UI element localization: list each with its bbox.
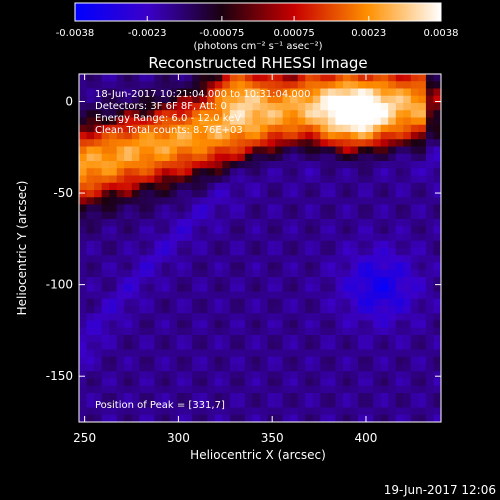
colorbar-ticks: -0.0038 -0.0023 -0.00075 0.00075 0.0023 0.003… bbox=[56, 16, 459, 39]
colorbar-tick-label: -0.0023 bbox=[128, 28, 167, 39]
annotation-counts: Clean Total counts: 8.76E+03 bbox=[95, 125, 243, 136]
x-tick-label: 400 bbox=[355, 431, 378, 445]
x-tick-label: 300 bbox=[167, 431, 190, 445]
chart-title: Reconstructed RHESSI Image bbox=[148, 54, 367, 72]
annotation-energy: Energy Range: 6.0 - 12.0 keV bbox=[95, 113, 241, 124]
peak-position-label: Position of Peak = [331,7] bbox=[95, 400, 225, 411]
colorbar-tick-label: 0.00075 bbox=[273, 28, 314, 39]
colorbar-tick-label: -0.00075 bbox=[199, 28, 244, 39]
y-tick-label: -150 bbox=[46, 369, 73, 383]
y-tick-label: 0 bbox=[65, 94, 73, 108]
colorbar-tick-label: 0.0038 bbox=[424, 28, 459, 39]
heatmap bbox=[79, 74, 441, 422]
y-axis-ticks: 0 -50 -100 -150 bbox=[46, 94, 441, 383]
colorbar-units: (photons cm⁻² s⁻¹ asec⁻²) bbox=[193, 41, 322, 52]
annotation-block: 18-Jun-2017 10:21:04.000 to 10:31:04.000… bbox=[95, 89, 311, 136]
colorbar-tick-label: -0.0038 bbox=[56, 28, 95, 39]
colorbar-tick-label: 0.0023 bbox=[351, 28, 386, 39]
annotation-time: 18-Jun-2017 10:21:04.000 to 10:31:04.000 bbox=[95, 89, 311, 100]
colorbar bbox=[74, 2, 442, 22]
y-tick-label: -100 bbox=[46, 278, 73, 292]
x-tick-label: 350 bbox=[261, 431, 284, 445]
annotation-detectors: Detectors: 3F 6F 8F, Att: 0 bbox=[95, 101, 227, 112]
y-tick-label: -50 bbox=[53, 186, 73, 200]
x-axis-label: Heliocentric X (arcsec) bbox=[190, 448, 326, 462]
y-axis-label: Heliocentric Y (arcsec) bbox=[15, 181, 29, 316]
x-axis-ticks: 250 300 350 400 bbox=[73, 74, 377, 445]
plot-frame bbox=[78, 73, 442, 423]
footer-timestamp: 19-Jun-2017 12:06 bbox=[384, 483, 496, 497]
x-tick-label: 250 bbox=[73, 431, 96, 445]
